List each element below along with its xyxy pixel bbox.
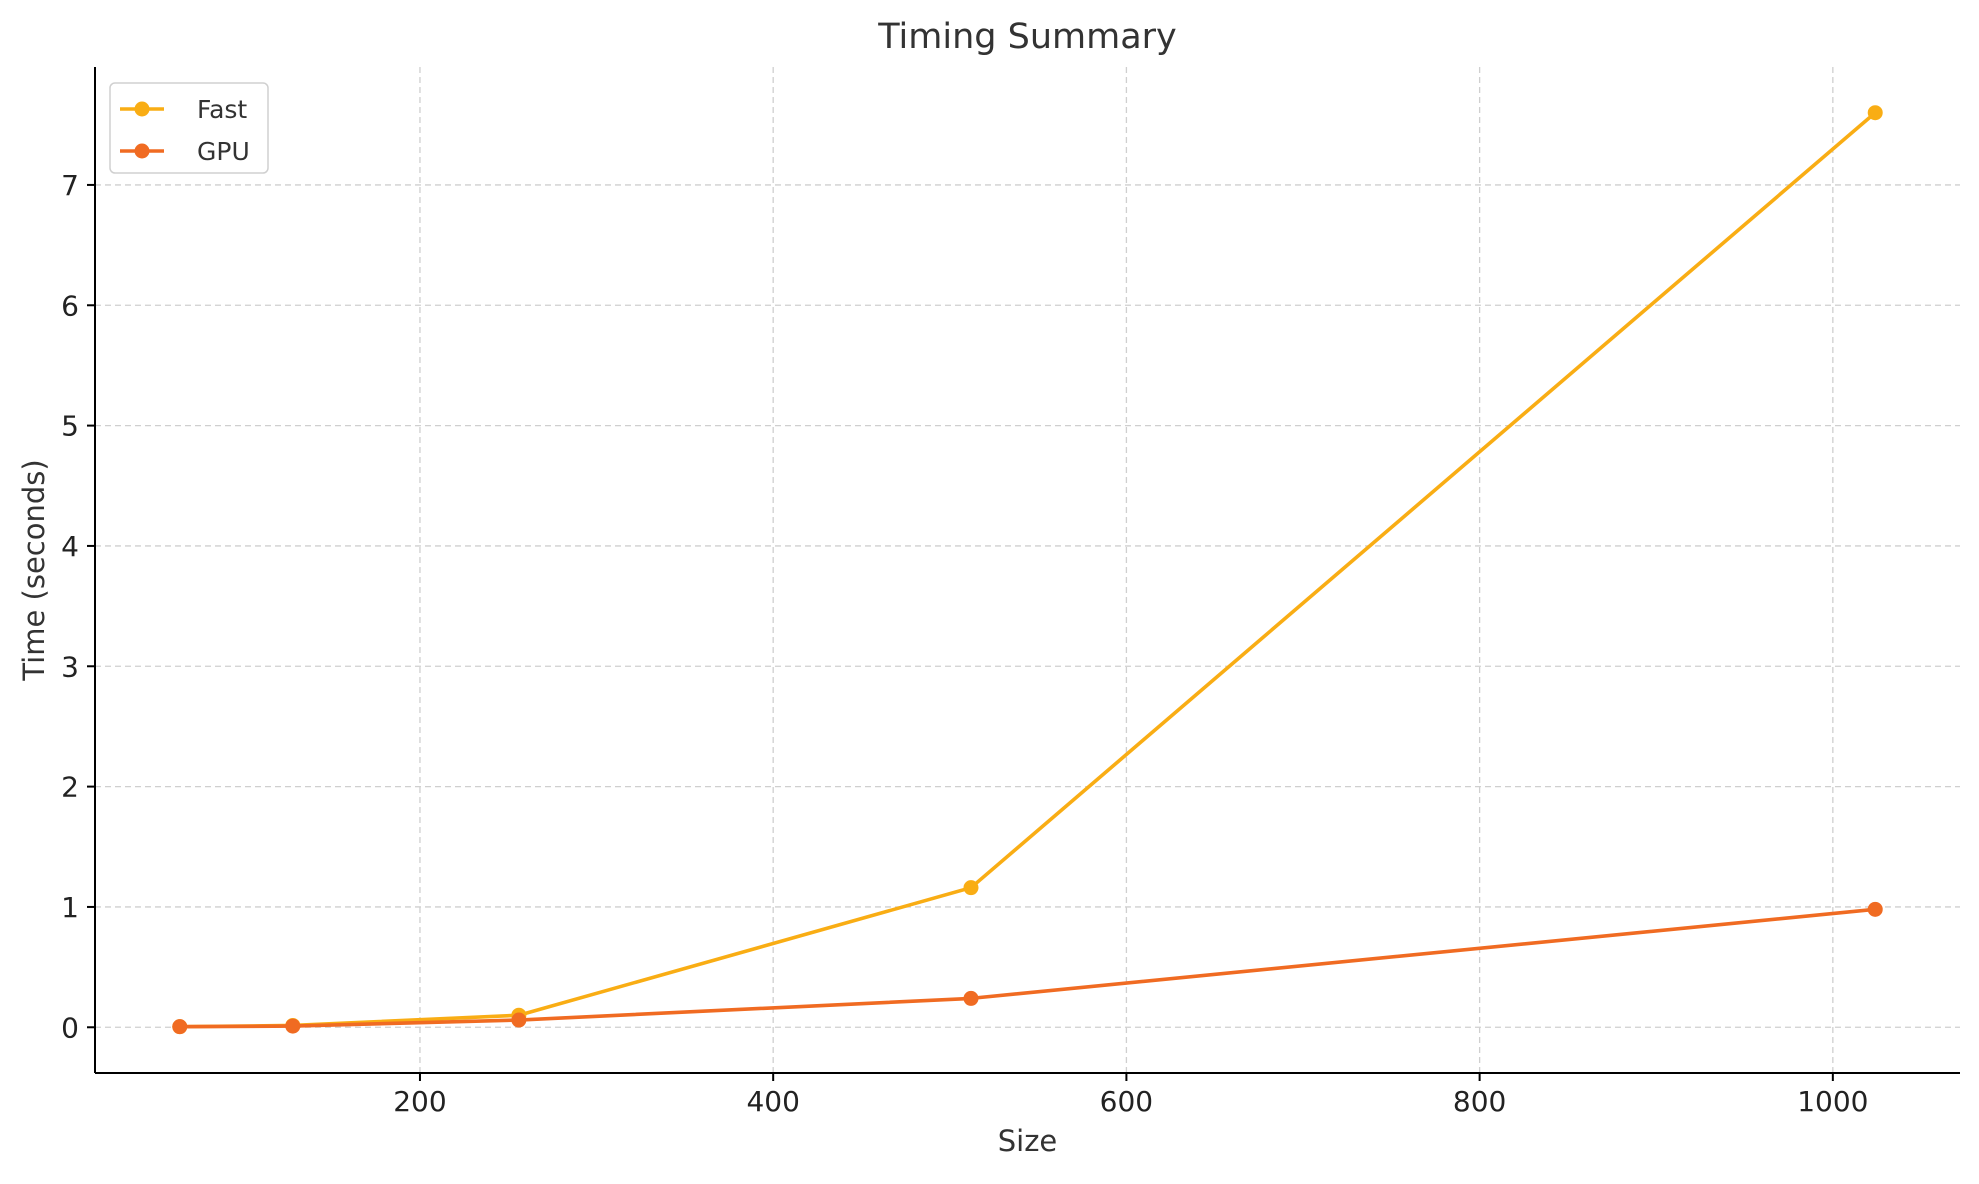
y-tick-label: 4 <box>61 530 79 563</box>
x-tick-label: 400 <box>746 1085 799 1118</box>
data-point-gpu <box>963 990 979 1006</box>
chart-title: Timing Summary <box>877 17 1177 57</box>
legend: Fast GPU <box>109 82 269 174</box>
data-point-gpu <box>172 1019 188 1035</box>
data-point-gpu <box>285 1018 301 1034</box>
x-axis-label: Size <box>998 1124 1058 1158</box>
y-tick-label: 5 <box>61 410 79 443</box>
axes-layer: 200 400 600 800 1000 0 1 2 3 4 5 6 7 <box>61 67 1960 1118</box>
y-tick-label: 3 <box>61 650 79 683</box>
series-layer <box>172 105 1883 1035</box>
legend-marker-gpu <box>134 143 150 159</box>
y-tick-label: 1 <box>61 891 79 924</box>
x-tick-label: 800 <box>1453 1085 1506 1118</box>
data-point-gpu <box>511 1012 527 1028</box>
legend-label-gpu: GPU <box>197 137 250 166</box>
x-tick-label: 200 <box>393 1085 446 1118</box>
grid-layer <box>95 67 1960 1073</box>
y-tick-label: 0 <box>61 1011 79 1044</box>
x-tick-label: 1000 <box>1797 1085 1868 1118</box>
y-tick-label: 7 <box>61 169 79 202</box>
legend-marker-fast <box>134 101 150 117</box>
data-point-gpu <box>1867 901 1883 917</box>
y-axis-label: Time (seconds) <box>17 459 51 681</box>
data-point-fast <box>1867 105 1883 121</box>
data-point-fast <box>963 880 979 896</box>
y-tick-label: 2 <box>61 771 79 804</box>
y-tick-label: 6 <box>61 289 79 322</box>
series-line-fast <box>179 111 1877 1029</box>
legend-label-fast: Fast <box>197 95 247 124</box>
x-tick-label: 600 <box>1100 1085 1153 1118</box>
series-line-gpu <box>179 907 1876 1029</box>
